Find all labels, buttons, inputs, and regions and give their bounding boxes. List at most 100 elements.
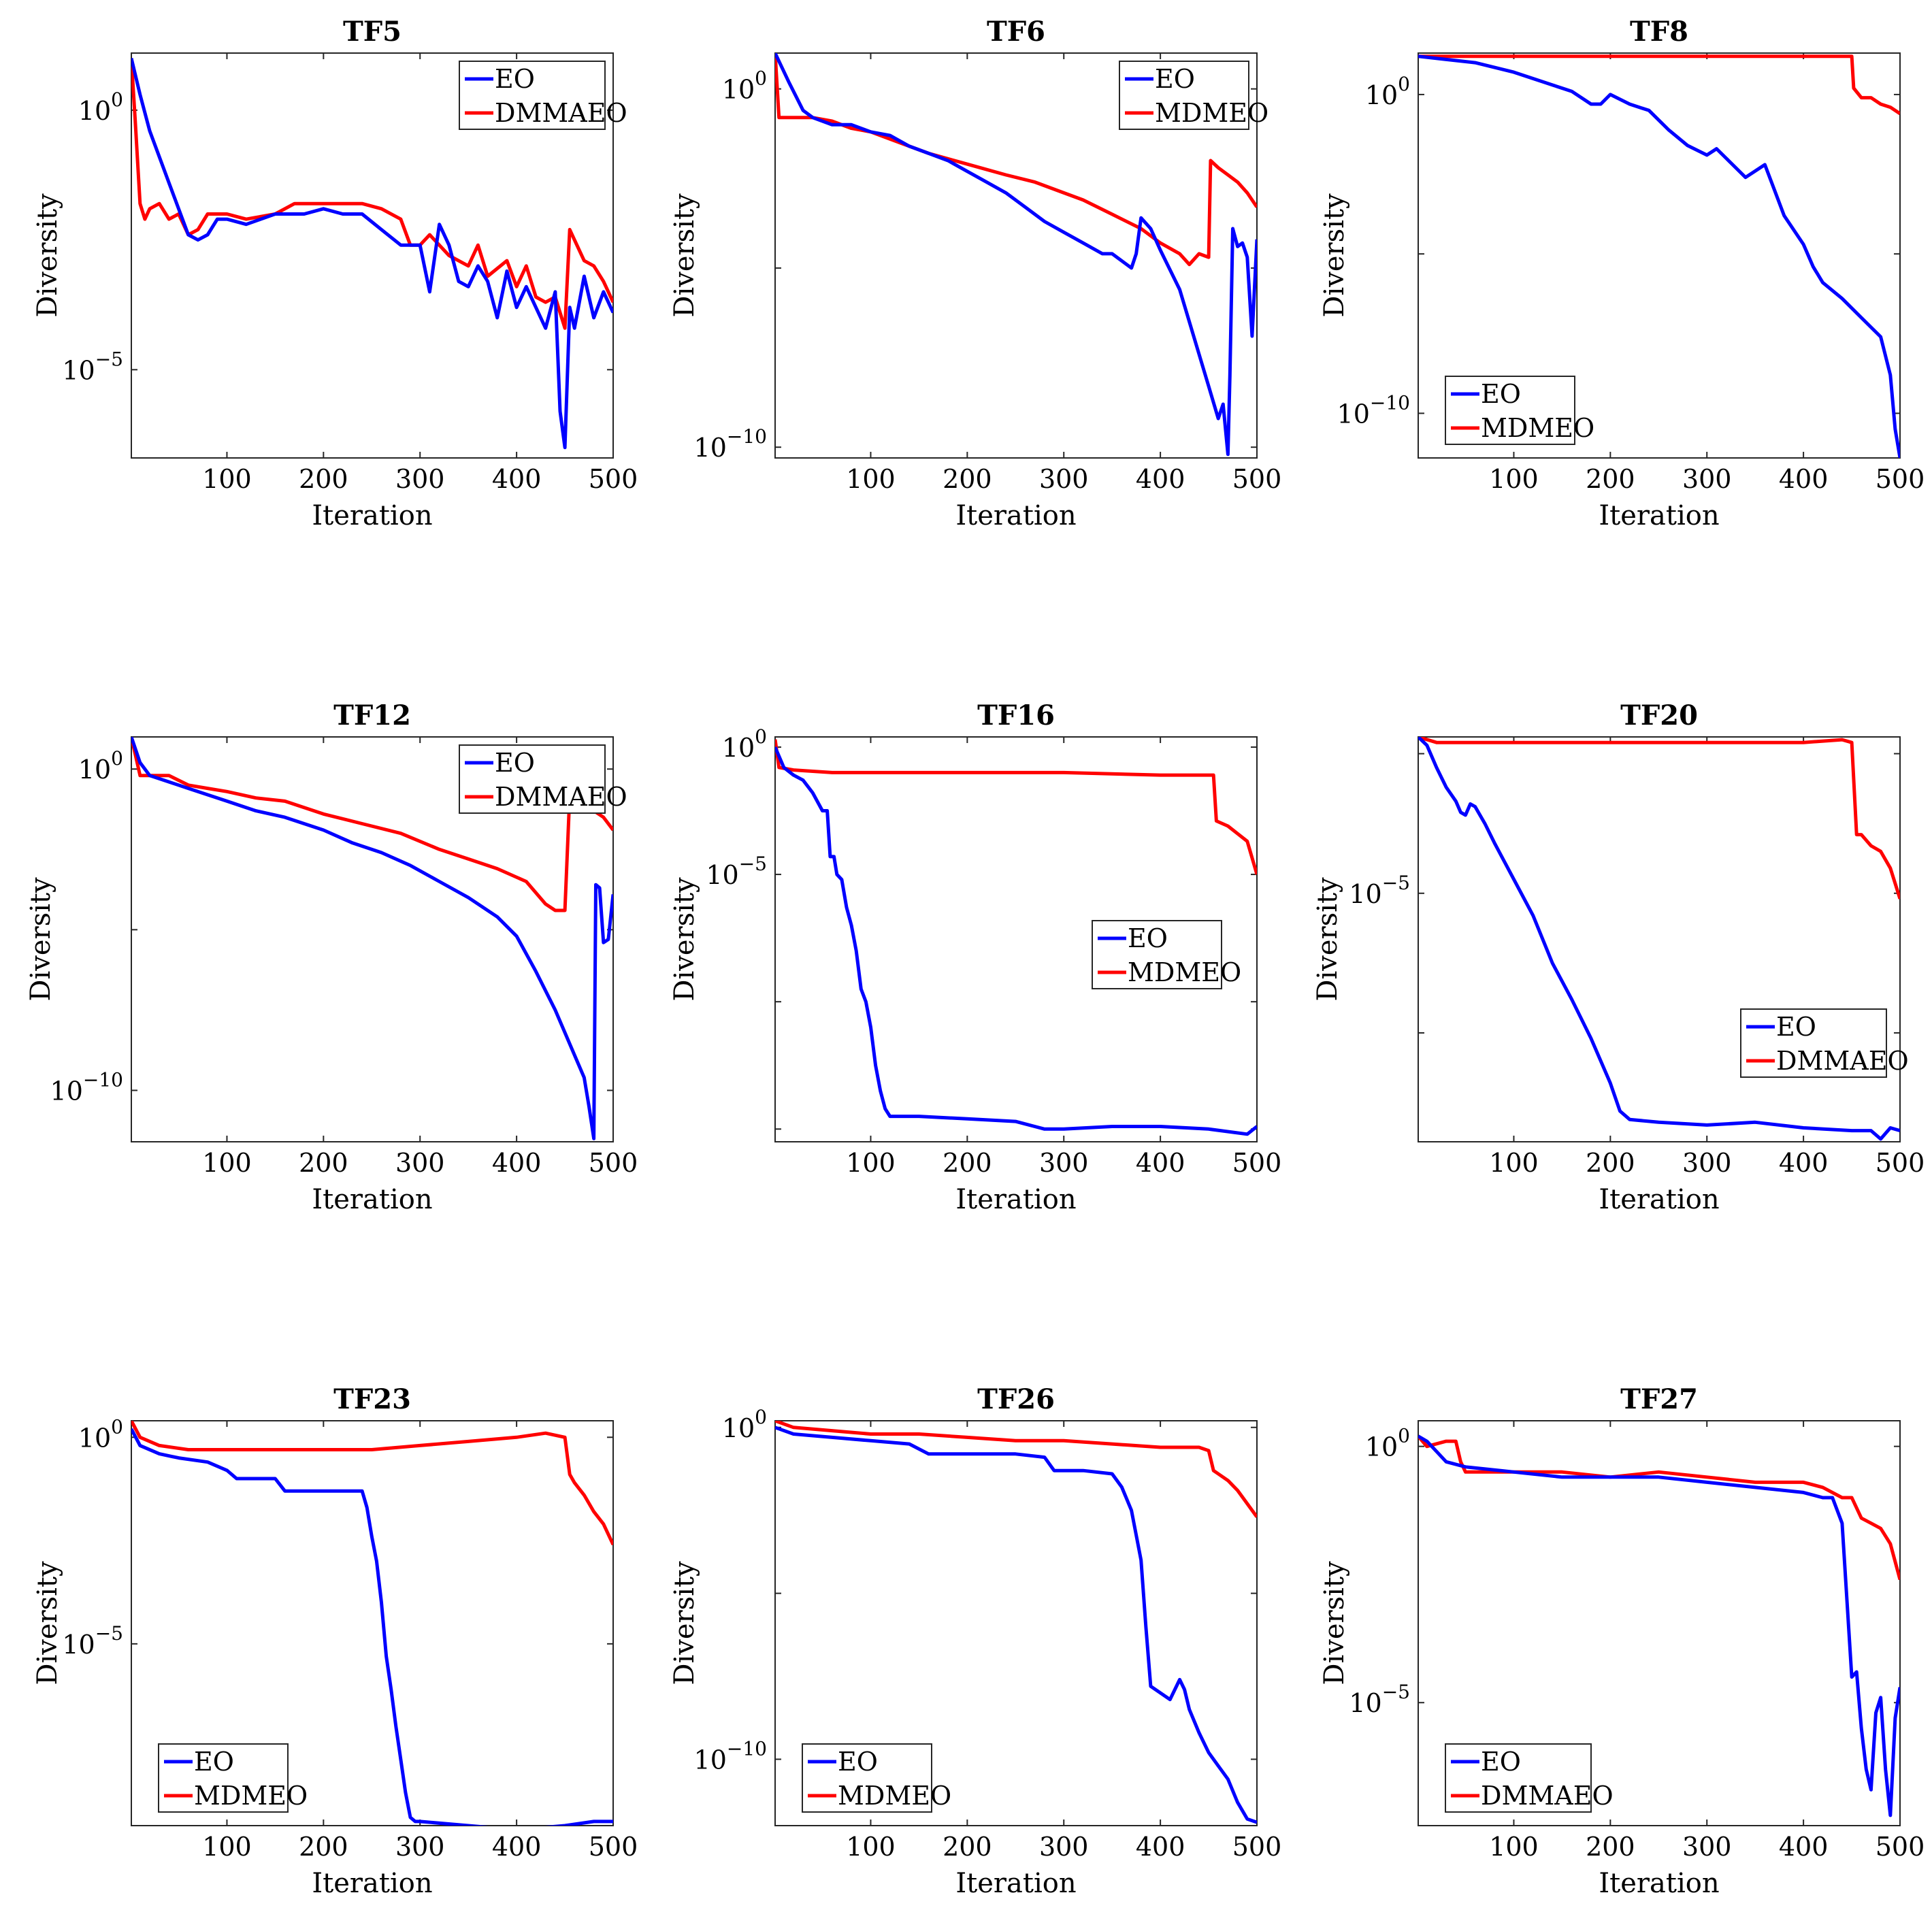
x-tick-label: 400 — [492, 464, 542, 494]
legend-box — [158, 1743, 289, 1813]
y-tick-label: 10−5 — [62, 1622, 123, 1660]
x-tick-label: 100 — [846, 1148, 896, 1178]
x-tick-label: 500 — [1876, 1148, 1925, 1178]
chart-tf8: 100 200 300 400 500 100 10−10 TF8 Iteration Diver… — [1319, 16, 1925, 531]
series-line-dmmaeo — [1418, 1434, 1900, 1581]
chart-tf26: 100 200 300 400 500 100 10−10 TF26 Iteration Dive… — [669, 1383, 1281, 1899]
series-line-mdmeo — [775, 1421, 1257, 1518]
series-line-eo — [131, 58, 613, 450]
y-tick-label: 100 — [722, 725, 767, 763]
legend-label-eo: EO — [1155, 64, 1195, 94]
series-line-eo — [1418, 1434, 1900, 1817]
x-tick-label: 100 — [1489, 1832, 1539, 1862]
x-axis-label: Iteration — [1599, 500, 1719, 531]
legend: EO MDMEO — [802, 1743, 951, 1813]
x-axis-label: Iteration — [312, 500, 432, 531]
y-axis-label: Diversity — [32, 193, 63, 318]
legend-label-eo: EO — [495, 748, 535, 778]
legend-label-eo: EO — [1776, 1012, 1816, 1042]
legend-label-eo: EO — [1481, 379, 1521, 409]
legend: EO MDMEO — [1119, 61, 1268, 130]
chart-title: TF23 — [333, 1383, 411, 1415]
x-axis-label: Iteration — [312, 1184, 432, 1215]
legend: EO MDMEO — [1445, 376, 1594, 445]
y-tick-label: 10−5 — [706, 853, 767, 890]
x-axis-label: Iteration — [955, 1868, 1076, 1899]
legend-label-dmmaeo: DMMAEO — [1481, 1781, 1614, 1811]
x-tick-label: 300 — [1682, 464, 1732, 494]
y-axis-label: Diversity — [1319, 193, 1350, 318]
x-tick-label: 400 — [1779, 1148, 1829, 1178]
x-tick-label: 300 — [395, 1832, 445, 1862]
chart-title: TF16 — [977, 699, 1055, 731]
y-axis-label: Diversity — [669, 193, 700, 318]
x-tick-label: 100 — [202, 1148, 252, 1178]
x-tick-label: 300 — [395, 464, 445, 494]
chart-tf23: 100 200 300 400 500 100 10−5 TF23 Iteration Diver… — [32, 1383, 638, 1899]
chart-tf12: 100 200 300 400 500 100 10−10 TF12 Iteration Dive… — [25, 699, 638, 1215]
legend: EO DMMAEO — [1740, 1008, 1909, 1078]
x-tick-label: 300 — [1039, 1832, 1089, 1862]
chart-title: TF12 — [333, 699, 411, 731]
legend-box — [459, 744, 606, 814]
chart-title: TF27 — [1620, 1383, 1698, 1415]
x-tick-label: 500 — [1232, 1832, 1282, 1862]
legend-label-mdmeo: MDMEO — [1155, 98, 1268, 128]
y-tick-label: 100 — [1365, 1425, 1410, 1462]
x-tick-label: 500 — [589, 1148, 638, 1178]
legend-box — [1445, 1743, 1592, 1813]
x-tick-label: 100 — [202, 1832, 252, 1862]
y-axis-label: Diversity — [1319, 1561, 1350, 1685]
y-tick-label: 10−10 — [694, 425, 767, 463]
x-axis-label: Iteration — [1599, 1868, 1719, 1899]
x-tick-label: 400 — [1779, 1832, 1829, 1862]
y-axis-label: Diversity — [669, 877, 700, 1002]
x-tick-label: 200 — [943, 464, 992, 494]
legend-box — [1092, 920, 1222, 989]
chart-title: TF26 — [977, 1383, 1055, 1415]
chart-tf20: 100 200 300 400 500 10−5 TF20 Iteration Diversit… — [1312, 699, 1925, 1215]
legend-label-mdmeo: MDMEO — [838, 1781, 951, 1811]
x-tick-label: 400 — [1136, 1148, 1185, 1178]
chart-title: TF6 — [987, 16, 1045, 48]
y-tick-label: 100 — [722, 67, 767, 105]
x-tick-label: 500 — [1232, 1148, 1282, 1178]
series-line-eo — [1418, 54, 1900, 458]
y-tick-label: 100 — [1365, 73, 1410, 110]
chart-tf27: 100 200 300 400 500 100 10−5 TF27 Iteration Diver… — [1319, 1383, 1925, 1899]
legend-label-dmmaeo: DMMAEO — [1776, 1046, 1909, 1076]
x-tick-label: 200 — [1586, 1832, 1635, 1862]
chart-title: TF8 — [1630, 16, 1688, 48]
x-tick-label: 300 — [1039, 1148, 1089, 1178]
x-tick-label: 500 — [1232, 464, 1282, 494]
x-tick-label: 100 — [1489, 1148, 1539, 1178]
legend-label-dmmaeo: DMMAEO — [495, 98, 627, 128]
series-line-eo — [1418, 737, 1900, 1141]
series-line-eo — [775, 746, 1257, 1136]
legend: EO DMMAEO — [1445, 1743, 1614, 1813]
x-tick-label: 200 — [299, 1832, 348, 1862]
y-axis-label: Diversity — [25, 877, 56, 1002]
plot-area — [1418, 736, 1901, 1142]
legend: EO DMMAEO — [459, 744, 627, 814]
x-tick-label: 300 — [1039, 464, 1089, 494]
x-tick-label: 300 — [395, 1148, 445, 1178]
x-tick-label: 500 — [1876, 1832, 1925, 1862]
legend-box — [802, 1743, 932, 1813]
y-tick-label: 10−5 — [1349, 1681, 1410, 1718]
x-axis-label: Iteration — [955, 1184, 1076, 1215]
x-tick-label: 400 — [1136, 1832, 1185, 1862]
x-tick-label: 400 — [1136, 464, 1185, 494]
x-tick-label: 500 — [1876, 464, 1925, 494]
series-line-dmmaeo — [1418, 737, 1900, 900]
x-tick-label: 300 — [1682, 1832, 1732, 1862]
x-axis-label: Iteration — [955, 500, 1076, 531]
y-axis-label: Diversity — [669, 1561, 700, 1685]
x-tick-label: 400 — [1779, 464, 1829, 494]
x-tick-label: 400 — [492, 1832, 542, 1862]
series-line-eo — [775, 53, 1257, 457]
chart-tf5: 100 200 300 400 500 100 10−5 TF5 Iteration Divers… — [32, 16, 638, 531]
x-tick-label: 200 — [1586, 1148, 1635, 1178]
chart-title: TF5 — [343, 16, 402, 48]
